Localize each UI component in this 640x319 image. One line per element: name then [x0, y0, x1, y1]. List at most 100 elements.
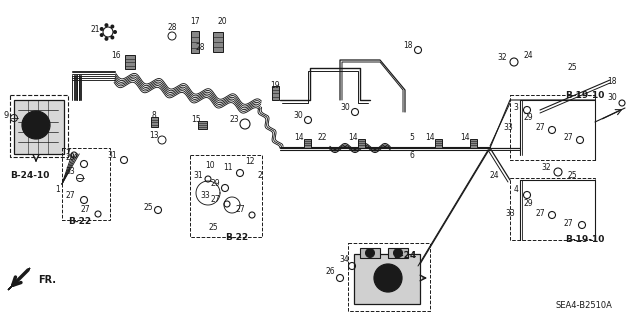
Bar — [10, 95, 68, 157]
Text: 4: 4 — [513, 186, 518, 195]
Text: 27: 27 — [65, 190, 75, 199]
Circle shape — [100, 33, 104, 37]
Text: 32: 32 — [541, 164, 551, 173]
Bar — [510, 95, 595, 160]
Bar — [150, 117, 157, 127]
Text: 31: 31 — [107, 151, 117, 160]
Text: 27: 27 — [563, 219, 573, 227]
Text: 12: 12 — [245, 158, 255, 167]
Text: B-24-10: B-24-10 — [10, 170, 49, 180]
Text: 14: 14 — [460, 133, 470, 143]
Text: B-19-10: B-19-10 — [566, 91, 605, 100]
Text: 29: 29 — [523, 198, 533, 207]
Text: 2: 2 — [258, 170, 262, 180]
Bar — [14, 100, 64, 154]
Text: 24: 24 — [523, 50, 533, 60]
Text: FR.: FR. — [38, 275, 56, 285]
Text: 25: 25 — [567, 63, 577, 72]
Text: 19: 19 — [270, 80, 280, 90]
Circle shape — [22, 111, 50, 139]
Circle shape — [380, 270, 396, 286]
Bar — [190, 155, 262, 237]
Text: 33: 33 — [503, 123, 513, 132]
Text: 27: 27 — [80, 205, 90, 214]
Text: 28: 28 — [195, 43, 205, 53]
Bar — [435, 138, 442, 147]
Bar — [354, 254, 420, 304]
Text: 14: 14 — [348, 133, 358, 143]
Circle shape — [110, 35, 115, 40]
Text: 21: 21 — [90, 26, 100, 34]
Bar — [62, 148, 110, 220]
Text: B-22: B-22 — [68, 218, 91, 226]
Text: 6: 6 — [410, 151, 415, 160]
Text: 18: 18 — [403, 41, 413, 49]
Circle shape — [374, 264, 402, 292]
Bar — [213, 32, 223, 52]
Text: 29: 29 — [65, 153, 75, 162]
Circle shape — [104, 37, 108, 41]
Text: 32: 32 — [497, 54, 507, 63]
Bar — [358, 138, 365, 147]
Text: 14: 14 — [425, 133, 435, 143]
Text: 17: 17 — [190, 18, 200, 26]
Text: 18: 18 — [607, 78, 617, 86]
Text: 22: 22 — [317, 133, 327, 143]
Text: 28: 28 — [167, 24, 177, 33]
Text: 27: 27 — [563, 133, 573, 143]
Text: 29: 29 — [210, 179, 220, 188]
Text: 23: 23 — [229, 115, 239, 124]
Text: 16: 16 — [111, 50, 121, 60]
Text: 27: 27 — [210, 196, 220, 204]
Text: 30: 30 — [293, 110, 303, 120]
Bar — [303, 138, 310, 147]
Circle shape — [104, 23, 108, 27]
Circle shape — [28, 117, 44, 133]
Text: 31: 31 — [193, 170, 203, 180]
Bar — [510, 178, 595, 240]
Text: 13: 13 — [149, 130, 159, 139]
Text: 10: 10 — [205, 160, 215, 169]
Text: 30: 30 — [607, 93, 617, 102]
Text: 25: 25 — [208, 224, 218, 233]
Circle shape — [100, 27, 104, 31]
Text: 1: 1 — [56, 186, 60, 195]
Bar — [388, 248, 408, 258]
Bar — [191, 31, 199, 53]
Circle shape — [33, 122, 39, 128]
Bar — [348, 243, 430, 311]
Text: 34: 34 — [339, 256, 349, 264]
Text: 15: 15 — [191, 115, 201, 124]
Text: 29: 29 — [523, 114, 533, 122]
Polygon shape — [8, 268, 30, 290]
Bar — [271, 86, 278, 100]
Text: 11: 11 — [223, 164, 233, 173]
Circle shape — [110, 25, 115, 28]
Text: 27: 27 — [535, 209, 545, 218]
Text: 20: 20 — [217, 18, 227, 26]
Text: SEA4-B2510A: SEA4-B2510A — [556, 301, 613, 310]
Text: 33: 33 — [505, 209, 515, 218]
Bar — [360, 248, 380, 258]
Circle shape — [365, 249, 374, 257]
Text: 33: 33 — [200, 190, 210, 199]
Text: 14: 14 — [294, 133, 304, 143]
Text: 5: 5 — [410, 133, 415, 143]
Text: 25: 25 — [143, 203, 153, 211]
Text: 9: 9 — [3, 110, 8, 120]
Text: 27: 27 — [535, 123, 545, 132]
Text: B-19-10: B-19-10 — [566, 235, 605, 244]
Bar — [470, 138, 477, 147]
Text: 30: 30 — [340, 103, 350, 113]
Text: 8: 8 — [152, 110, 156, 120]
Bar — [198, 121, 207, 129]
Text: 25: 25 — [567, 170, 577, 180]
Text: B-24: B-24 — [393, 250, 416, 259]
Text: 27: 27 — [235, 205, 245, 214]
Circle shape — [113, 30, 117, 34]
Text: 33: 33 — [65, 167, 75, 176]
Circle shape — [394, 249, 403, 257]
Text: 26: 26 — [325, 268, 335, 277]
Text: 24: 24 — [489, 170, 499, 180]
Text: B-22: B-22 — [225, 234, 248, 242]
